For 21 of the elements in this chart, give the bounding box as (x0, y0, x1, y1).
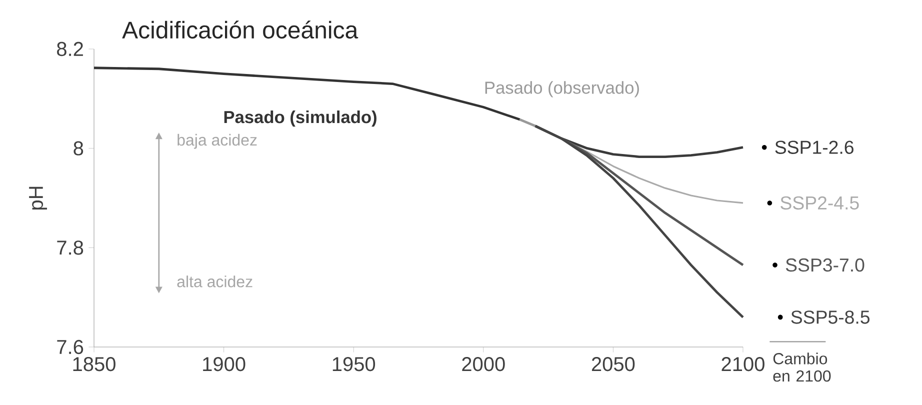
x-tick-label: 1850 (73, 357, 116, 372)
text: SSP5-8.5 (791, 310, 870, 324)
text: Pasado (observado) (485, 81, 639, 98)
x-tick-label: 1900 (203, 357, 246, 372)
y-tick-label: 7.8 (57, 240, 84, 255)
annotation: baja acidez (178, 134, 257, 149)
y-tick-label: 7.6 (57, 340, 84, 354)
x-tick-label: 2050 (592, 357, 635, 372)
y-tick-label: 8 (74, 141, 84, 156)
text: Cambio en 2100 (773, 352, 831, 382)
series-label: SSP1-2.6 (775, 140, 854, 154)
annotation: alta acidez (177, 276, 252, 288)
text: SSP2-4.5 (780, 196, 859, 210)
x-tick-label: 1950 (332, 357, 376, 372)
y-axis-title: pH (29, 186, 47, 210)
series-label: Pasado (simulado) (224, 110, 376, 127)
y-tick-label: 8.2 (57, 42, 83, 56)
text: SSP3-7.0 (786, 258, 864, 272)
x-tick-label: 2000 (462, 357, 505, 372)
x-tick-label: 2100 (722, 357, 764, 372)
chart-title: Acidificación oceánica (122, 20, 358, 39)
